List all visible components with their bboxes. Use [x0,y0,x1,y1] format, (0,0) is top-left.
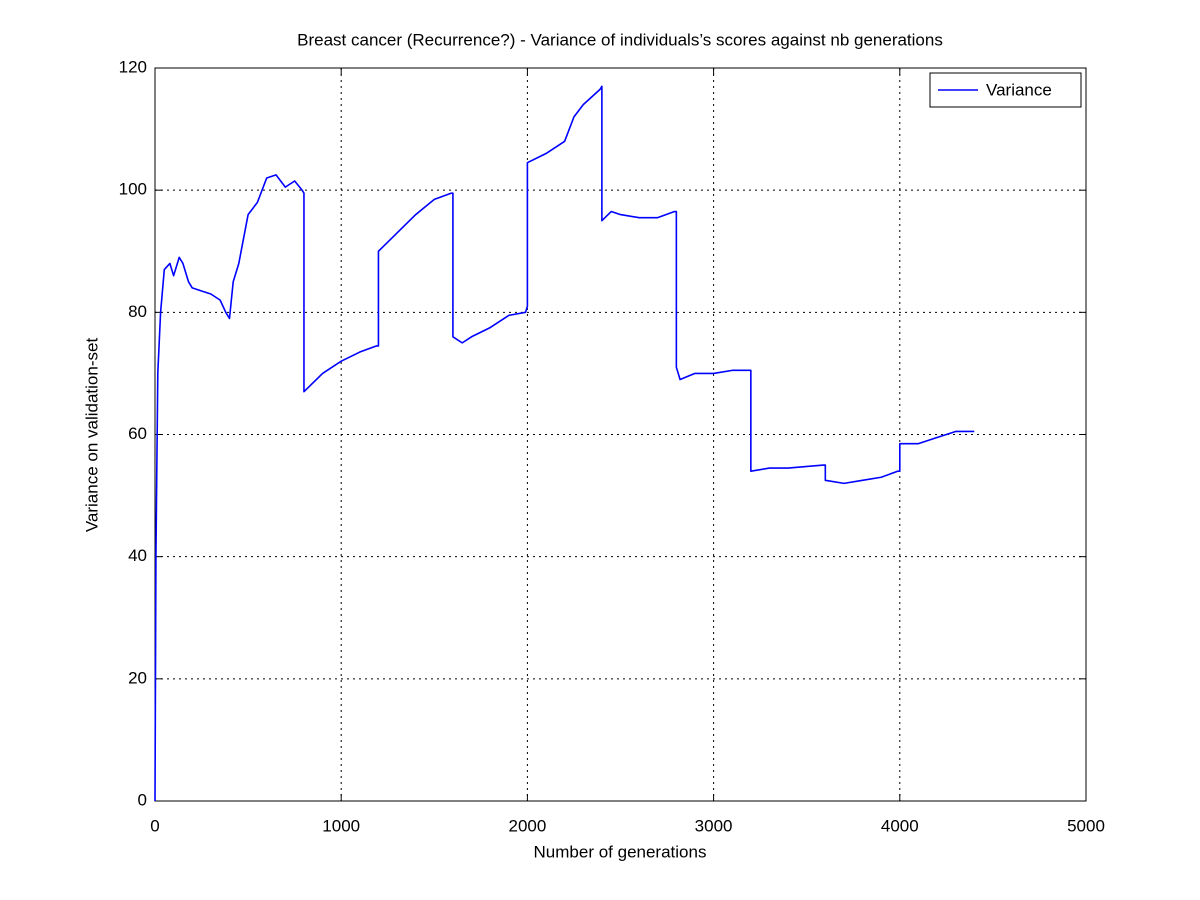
x-tick-label: 2000 [508,816,546,835]
y-tick-label: 100 [119,180,147,199]
y-tick-label: 20 [128,668,147,687]
x-tick-label: 4000 [881,816,919,835]
x-tick-label: 3000 [695,816,733,835]
x-tick-label: 1000 [322,816,360,835]
line-series [154,85,975,802]
legend-label: Variance [986,80,1052,99]
x-axis-label: Number of generations [534,842,707,861]
y-tick-label: 120 [119,57,147,76]
chart-title: Breast cancer (Recurrence?) - Variance o… [297,30,943,49]
y-axis-label: Variance on validation-set [82,338,101,533]
y-tick-label: 40 [128,546,147,565]
y-tick-label: 80 [128,302,147,321]
x-tick-label: 5000 [1067,816,1105,835]
x-tick-label: 0 [150,816,159,835]
y-tick-label: 0 [138,790,147,809]
y-tick-label: 60 [128,424,147,443]
plot-frame [154,67,1087,802]
